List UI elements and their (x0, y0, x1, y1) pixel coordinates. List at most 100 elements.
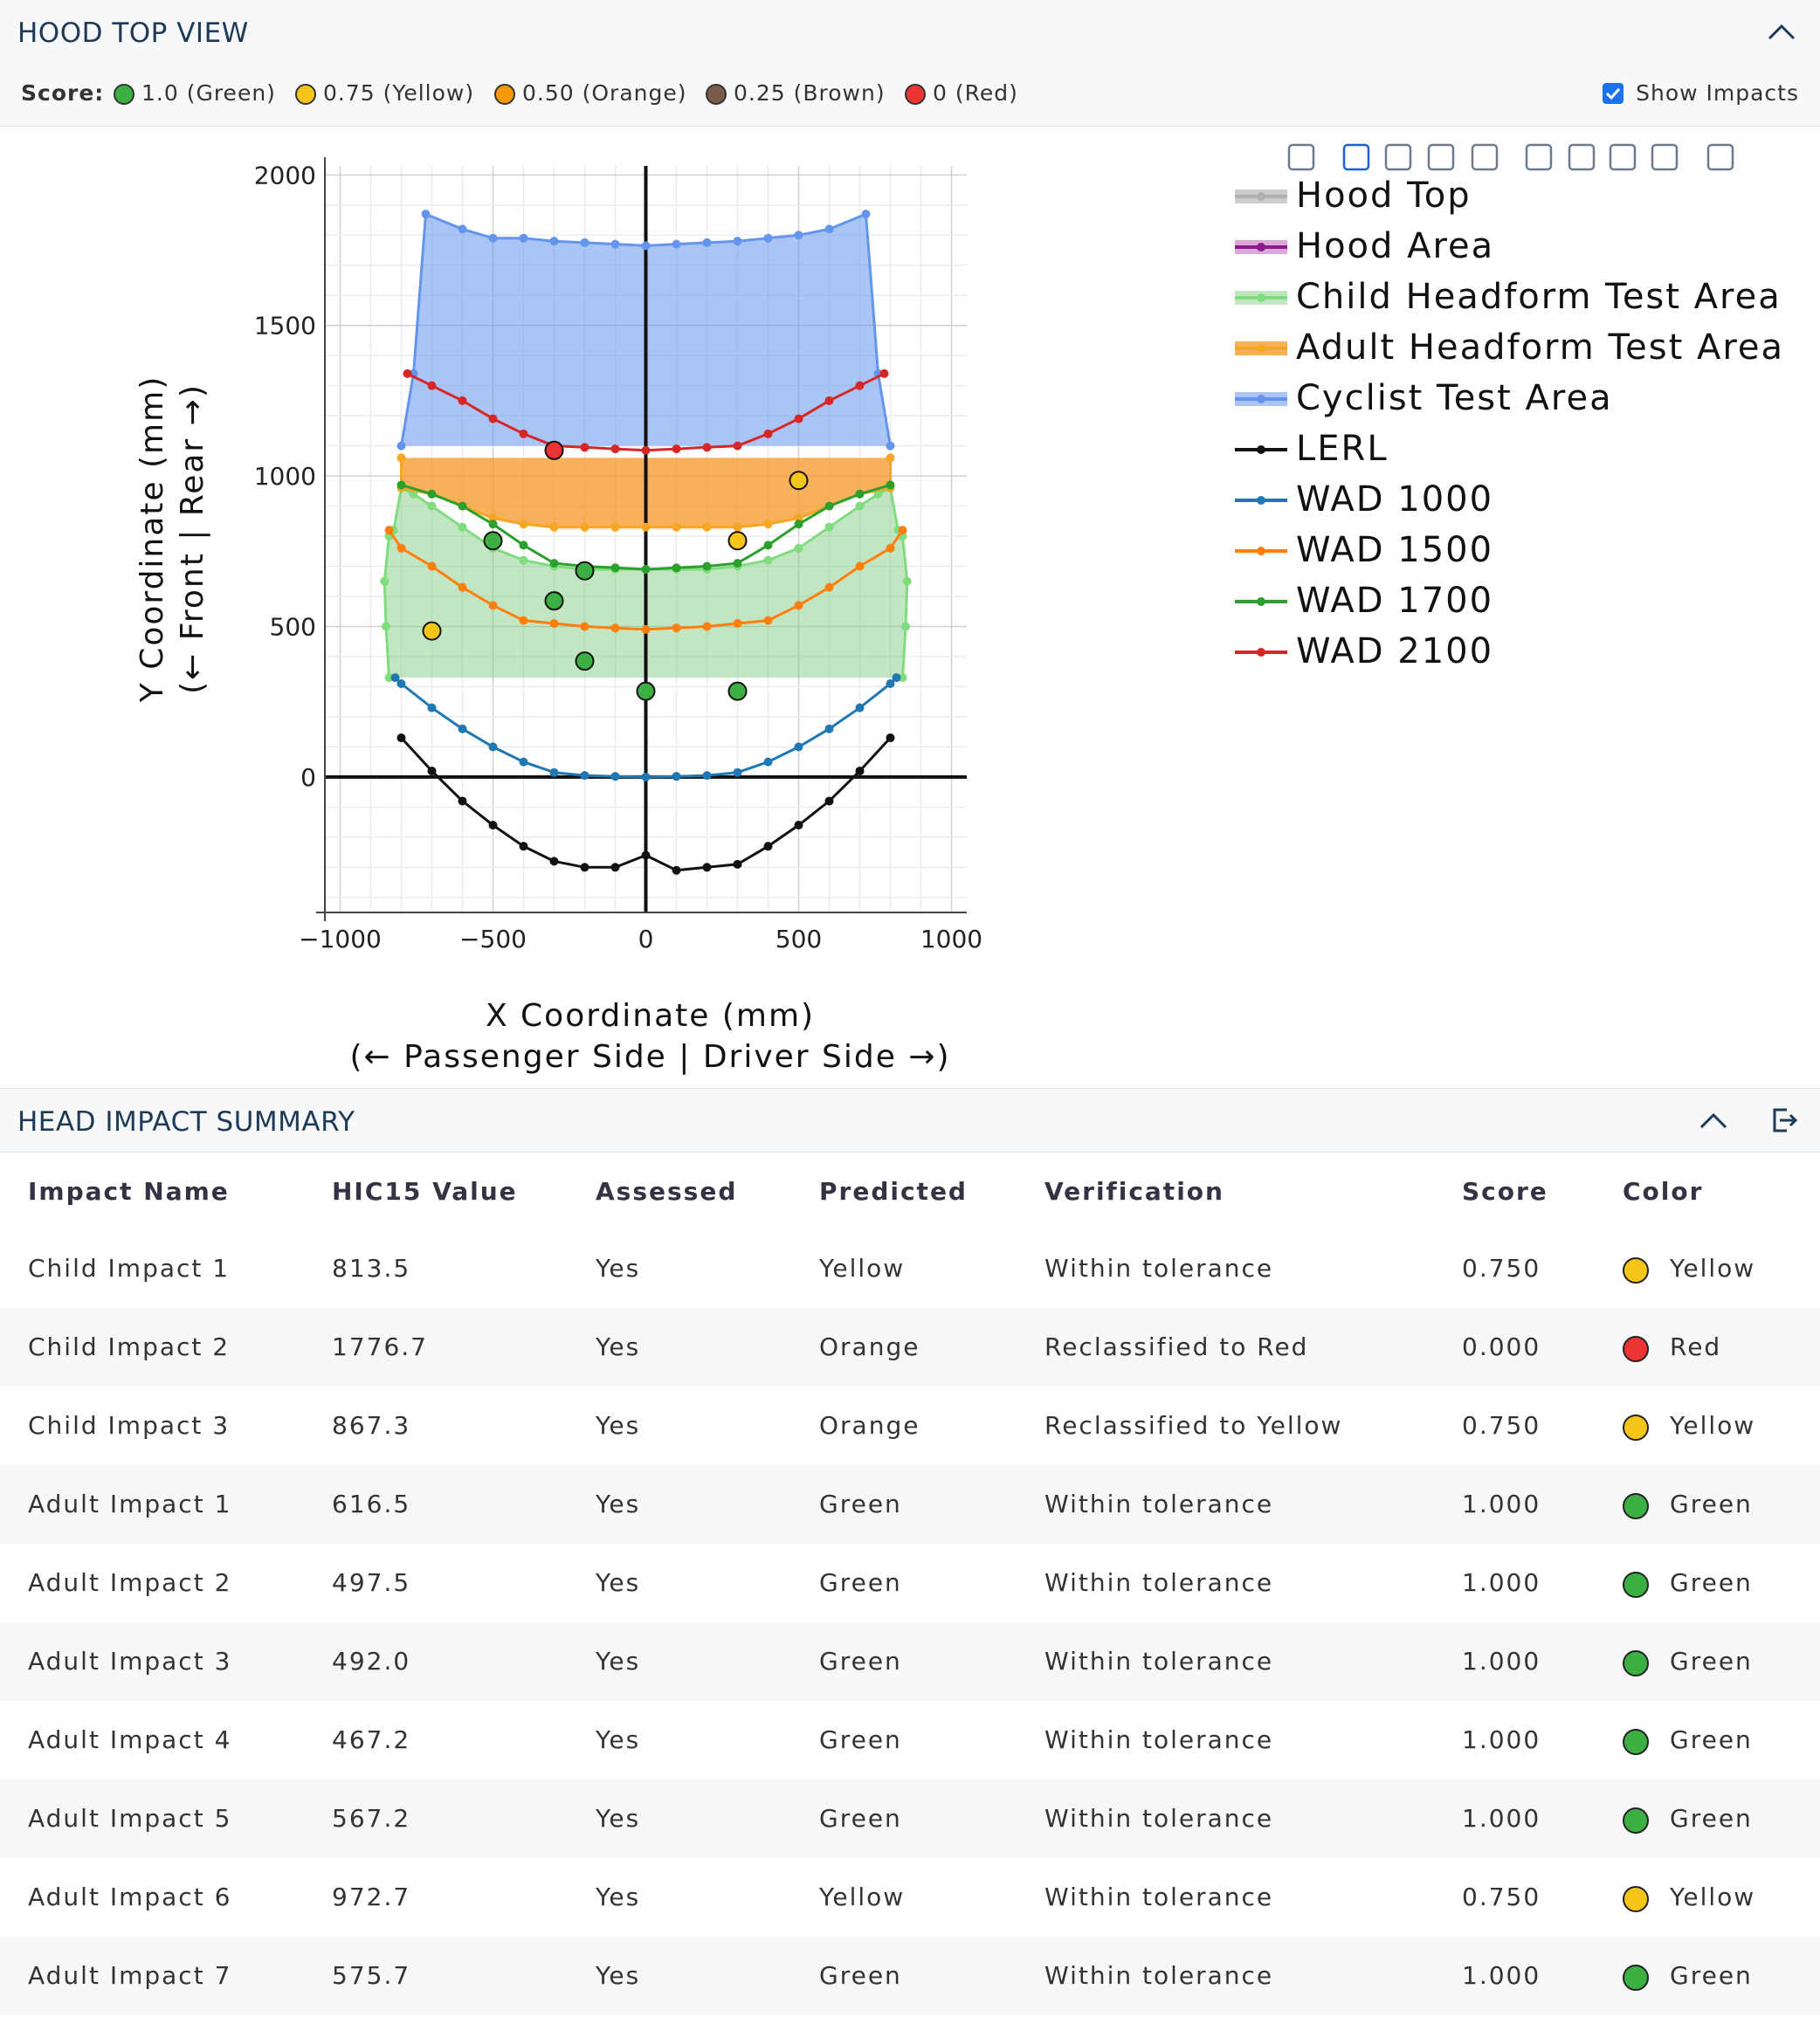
legend-item[interactable]: WAD 1000 (1235, 479, 1493, 520)
series-point (519, 520, 528, 529)
column-header[interactable]: Verification (1044, 1177, 1224, 1206)
table-row[interactable]: Child Impact 3 867.3 Yes Orange Reclassified… (0, 1387, 1820, 1465)
score-item-yellow: 0.75 (Yellow) (295, 80, 474, 106)
table-row[interactable]: Adult Impact 2 497.5 Yes Green Within tolera… (0, 1544, 1820, 1622)
cell-verification: Within tolerance (1044, 1568, 1274, 1597)
pan-icon[interactable] (1384, 143, 1412, 171)
chevron-up-icon[interactable] (1766, 16, 1797, 47)
legend-item[interactable]: WAD 1500 (1235, 530, 1493, 570)
column-header[interactable]: HIC15 Value (332, 1177, 518, 1206)
column-header[interactable]: Impact Name (28, 1177, 230, 1206)
chart-ticks: −1000 −500 0 500 1000 0 500 1000 1500 2000 (254, 161, 982, 953)
x-tick-label: −500 (459, 925, 527, 953)
zoom-out-icon[interactable] (1568, 143, 1596, 171)
table-row[interactable]: Child Impact 1 813.5 Yes Yellow Within toler… (0, 1229, 1820, 1308)
legend-item[interactable]: Child Headform Test Area (1235, 277, 1782, 317)
series-point (902, 576, 912, 586)
column-header[interactable]: Predicted (819, 1177, 968, 1206)
reset-axes-icon[interactable] (1651, 143, 1679, 171)
legend-item[interactable]: Adult Headform Test Area (1235, 327, 1784, 368)
zoom-in-icon[interactable] (1525, 143, 1553, 171)
series-point (610, 239, 620, 249)
icon-shape (1525, 143, 1553, 171)
table-row[interactable]: Adult Impact 6 972.7 Yes Yellow Within toler… (0, 1858, 1820, 1937)
legend-marker (1257, 192, 1265, 201)
cell-assessed: Yes (596, 1647, 641, 1676)
legend-item[interactable]: Hood Top (1235, 176, 1472, 216)
series-point (733, 768, 742, 777)
cell-hic: 497.5 (332, 1568, 411, 1597)
legend-item[interactable]: Cyclist Test Area (1235, 378, 1613, 418)
table-row[interactable]: Adult Impact 5 567.2 Yes Green Within tolera… (0, 1780, 1820, 1858)
table-row[interactable]: Adult Impact 4 467.2 Yes Green Within tolera… (0, 1701, 1820, 1780)
x-tick-label: 500 (776, 925, 822, 953)
series-point (855, 561, 865, 571)
series-point (672, 623, 681, 633)
series-point (382, 622, 390, 631)
legend-item[interactable]: WAD 2100 (1235, 631, 1493, 671)
legend-item[interactable]: LERL (1235, 429, 1389, 469)
chart-legend[interactable]: Hood Top Hood Area Child Headform Test Are… (1235, 176, 1784, 671)
cell-verification: Within tolerance (1044, 1883, 1274, 1911)
table-row[interactable]: Adult Impact 7 575.7 Yes Green Within tolera… (0, 1937, 1820, 2015)
series-point (702, 863, 712, 872)
show-impacts-toggle[interactable]: Show Impacts (1603, 80, 1799, 106)
lasso-icon[interactable] (1471, 143, 1499, 171)
legend-item[interactable]: Hood Area (1235, 226, 1494, 266)
summary-panel-header[interactable]: HEAD IMPACT SUMMARY (0, 1088, 1820, 1153)
cell-assessed: Yes (596, 1883, 641, 1911)
column-header[interactable]: Score (1462, 1177, 1548, 1206)
cell-hic: 813.5 (332, 1254, 411, 1283)
box-select-icon[interactable] (1427, 143, 1455, 171)
cell-predicted: Green (819, 1568, 902, 1597)
table-row[interactable]: Adult Impact 3 492.0 Yes Green Within tolera… (0, 1622, 1820, 1701)
autoscale-icon[interactable] (1609, 143, 1637, 171)
color-dot-icon (1623, 1650, 1649, 1676)
chevron-up-icon[interactable] (1698, 1105, 1729, 1136)
hood-panel-title: HOOD TOP VIEW (17, 17, 249, 49)
cell-score: 1.000 (1462, 1568, 1541, 1597)
export-icon[interactable] (1768, 1105, 1799, 1136)
camera-icon[interactable] (1287, 143, 1315, 171)
cell-assessed: Yes (596, 1568, 641, 1597)
save-icon[interactable] (1706, 143, 1734, 171)
column-header[interactable]: Assessed (596, 1177, 738, 1206)
show-impacts-checkbox[interactable] (1603, 83, 1624, 104)
series-point (733, 522, 742, 532)
series-point (458, 522, 467, 532)
series-point (610, 522, 620, 532)
cell-predicted: Orange (819, 1411, 920, 1440)
cell-color: Yellow (1670, 1254, 1756, 1283)
table-row[interactable]: Adult Impact 1 616.5 Yes Green Within tolera… (0, 1465, 1820, 1544)
series-point (763, 520, 773, 529)
icon-shape (1342, 143, 1370, 171)
series-point (892, 673, 901, 683)
impact-point (575, 651, 595, 671)
cell-score: 1.000 (1462, 1647, 1541, 1676)
yellow-dot-icon (295, 84, 316, 105)
cell-hic: 1776.7 (332, 1332, 428, 1361)
zoom-icon[interactable] (1342, 143, 1370, 171)
series-point (519, 429, 528, 438)
legend-item[interactable]: WAD 1700 (1235, 581, 1493, 621)
series-point (855, 501, 865, 511)
color-dot-icon (1623, 1415, 1649, 1441)
score-item-red: 0 (Red) (905, 80, 1018, 106)
series-point (672, 772, 681, 781)
table-row[interactable]: Child Impact 2 1776.7 Yes Orange Reclassifie… (0, 1308, 1820, 1387)
cell-name: Adult Impact 5 (28, 1804, 232, 1833)
series-point (763, 540, 773, 550)
cell-score: 1.000 (1462, 1804, 1541, 1833)
series-point (549, 857, 559, 866)
score-legend-bar: Score: 1.0 (Green) 0.75 (Yellow) 0.50 (O… (0, 63, 1820, 127)
series-point (641, 522, 651, 532)
cell-assessed: Yes (596, 1254, 641, 1283)
column-header[interactable]: Color (1623, 1177, 1704, 1206)
hood-top-view-chart[interactable]: −1000 −500 0 500 1000 0 500 1000 1500 2000 X Coor… (0, 127, 1820, 1087)
series-point (641, 241, 651, 251)
series-point (733, 559, 742, 568)
cell-verification: Within tolerance (1044, 1647, 1274, 1676)
hood-panel-header[interactable]: HOOD TOP VIEW (0, 0, 1820, 64)
chart-modebar[interactable] (1287, 143, 1734, 171)
series-point (641, 772, 651, 781)
